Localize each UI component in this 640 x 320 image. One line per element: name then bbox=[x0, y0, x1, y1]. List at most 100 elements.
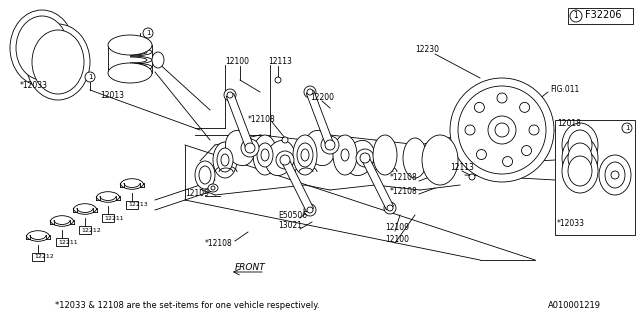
Circle shape bbox=[224, 89, 236, 101]
Text: A010001219: A010001219 bbox=[548, 300, 601, 309]
Bar bbox=[79, 226, 91, 234]
Text: *12108: *12108 bbox=[390, 187, 418, 196]
Text: 12109: 12109 bbox=[385, 223, 409, 233]
Text: 1: 1 bbox=[88, 74, 92, 80]
Ellipse shape bbox=[195, 161, 215, 189]
Circle shape bbox=[275, 77, 281, 83]
Circle shape bbox=[570, 10, 582, 22]
Text: 12200: 12200 bbox=[310, 93, 334, 102]
Ellipse shape bbox=[213, 142, 237, 178]
Circle shape bbox=[241, 139, 259, 157]
Ellipse shape bbox=[26, 24, 90, 100]
Ellipse shape bbox=[562, 123, 598, 167]
Bar bbox=[56, 238, 68, 246]
Circle shape bbox=[458, 86, 546, 174]
Text: 12230: 12230 bbox=[415, 45, 439, 54]
Ellipse shape bbox=[261, 149, 269, 161]
Text: 12211: 12211 bbox=[104, 215, 124, 220]
Text: *12108: *12108 bbox=[390, 173, 418, 182]
Ellipse shape bbox=[422, 135, 458, 185]
Text: *12033: *12033 bbox=[20, 81, 48, 90]
Bar bbox=[32, 253, 44, 261]
Ellipse shape bbox=[403, 138, 427, 178]
Ellipse shape bbox=[337, 143, 353, 167]
Circle shape bbox=[476, 149, 486, 159]
Text: 1: 1 bbox=[146, 30, 150, 36]
Ellipse shape bbox=[253, 135, 277, 175]
Circle shape bbox=[245, 143, 255, 153]
Circle shape bbox=[474, 102, 484, 112]
Ellipse shape bbox=[305, 131, 335, 165]
Ellipse shape bbox=[199, 166, 211, 184]
Text: *12033 & 12108 are the set-items for one vehicle respectively.: *12033 & 12108 are the set-items for one… bbox=[55, 300, 319, 309]
Text: F32206: F32206 bbox=[585, 10, 621, 20]
Ellipse shape bbox=[266, 140, 294, 176]
Circle shape bbox=[304, 204, 316, 216]
Circle shape bbox=[465, 125, 475, 135]
Ellipse shape bbox=[568, 143, 592, 173]
Circle shape bbox=[325, 140, 335, 150]
Text: *12108: *12108 bbox=[205, 238, 233, 247]
Circle shape bbox=[227, 92, 233, 98]
Ellipse shape bbox=[411, 152, 419, 164]
Circle shape bbox=[520, 102, 530, 112]
Ellipse shape bbox=[568, 130, 592, 160]
Ellipse shape bbox=[152, 52, 164, 68]
Circle shape bbox=[282, 137, 288, 143]
Text: 12213: 12213 bbox=[128, 203, 148, 207]
Circle shape bbox=[360, 153, 370, 163]
Circle shape bbox=[502, 156, 513, 166]
Ellipse shape bbox=[562, 149, 598, 193]
Circle shape bbox=[307, 207, 313, 213]
Text: *12108: *12108 bbox=[248, 116, 276, 124]
Text: 13021: 13021 bbox=[278, 221, 302, 230]
Ellipse shape bbox=[108, 35, 152, 55]
Ellipse shape bbox=[341, 149, 349, 161]
Ellipse shape bbox=[373, 135, 397, 175]
Ellipse shape bbox=[225, 131, 255, 165]
Circle shape bbox=[143, 28, 153, 38]
Text: 1: 1 bbox=[625, 125, 629, 131]
Circle shape bbox=[384, 202, 396, 214]
Circle shape bbox=[211, 186, 215, 190]
Circle shape bbox=[495, 123, 509, 137]
Text: E50506: E50506 bbox=[278, 211, 307, 220]
Circle shape bbox=[387, 205, 393, 211]
Circle shape bbox=[304, 86, 316, 98]
Circle shape bbox=[497, 93, 507, 103]
Ellipse shape bbox=[10, 10, 74, 86]
Text: *12033: *12033 bbox=[557, 219, 585, 228]
Ellipse shape bbox=[605, 162, 625, 188]
Bar bbox=[102, 214, 114, 222]
Circle shape bbox=[321, 136, 339, 154]
Text: FIG.011: FIG.011 bbox=[550, 85, 579, 94]
Circle shape bbox=[488, 116, 516, 144]
Circle shape bbox=[522, 146, 531, 156]
Bar bbox=[126, 201, 138, 209]
Ellipse shape bbox=[257, 143, 273, 167]
Text: 12018: 12018 bbox=[557, 119, 581, 129]
Text: 12013: 12013 bbox=[100, 91, 124, 100]
Circle shape bbox=[85, 72, 95, 82]
Circle shape bbox=[307, 89, 313, 95]
Circle shape bbox=[280, 155, 290, 165]
Ellipse shape bbox=[16, 16, 68, 80]
Text: 12211: 12211 bbox=[58, 239, 77, 244]
Bar bbox=[555, 120, 635, 235]
Ellipse shape bbox=[333, 135, 357, 175]
Text: 12109: 12109 bbox=[185, 188, 209, 197]
Ellipse shape bbox=[32, 30, 84, 94]
Ellipse shape bbox=[293, 135, 317, 175]
Circle shape bbox=[450, 78, 554, 182]
Ellipse shape bbox=[377, 143, 393, 167]
Ellipse shape bbox=[568, 156, 592, 186]
Text: 12212: 12212 bbox=[34, 254, 54, 260]
Bar bbox=[568, 8, 633, 24]
Text: 12100: 12100 bbox=[225, 58, 249, 67]
Text: 12100: 12100 bbox=[385, 236, 409, 244]
Polygon shape bbox=[282, 158, 314, 212]
Ellipse shape bbox=[407, 146, 423, 170]
Circle shape bbox=[611, 171, 619, 179]
Ellipse shape bbox=[217, 148, 233, 172]
Ellipse shape bbox=[599, 155, 631, 195]
